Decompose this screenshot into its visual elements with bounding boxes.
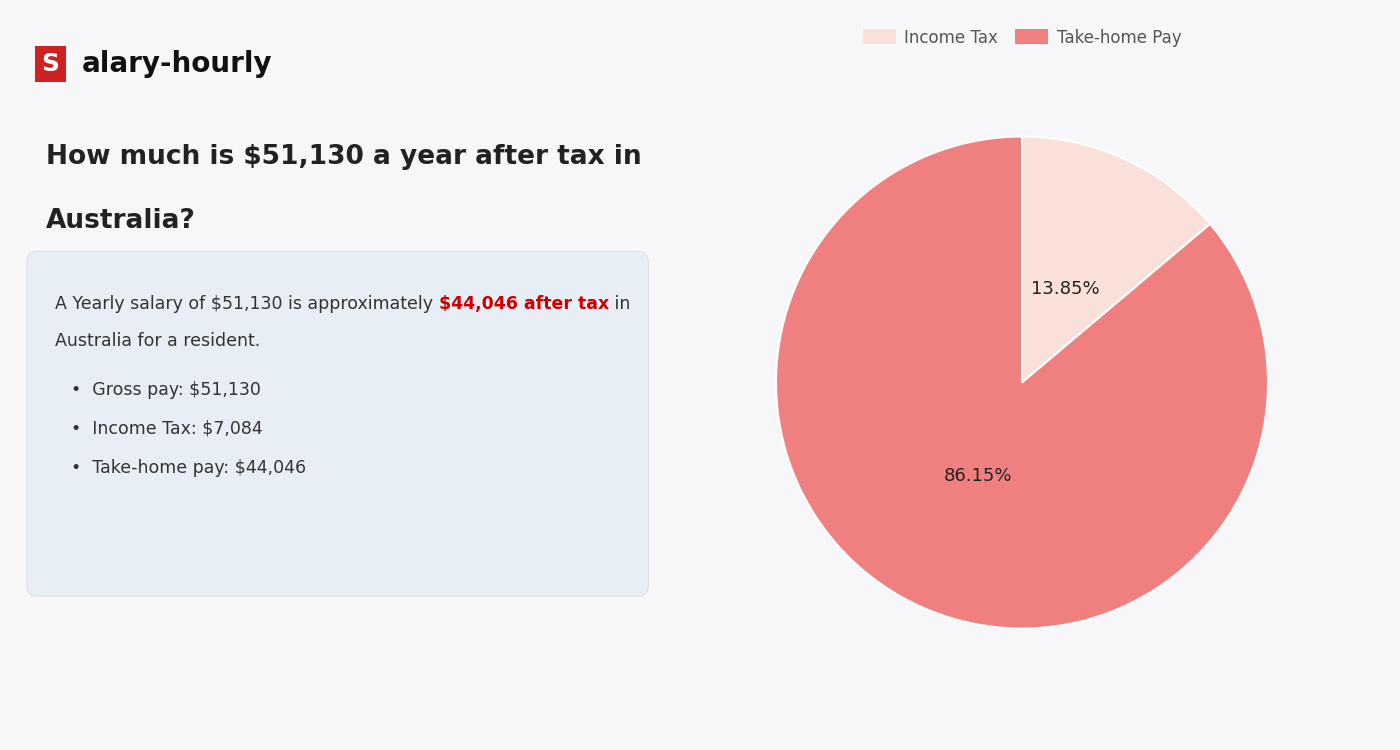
Text: 13.85%: 13.85%	[1032, 280, 1100, 298]
Wedge shape	[776, 136, 1268, 628]
Text: A Yearly salary of $51,130 is approximately: A Yearly salary of $51,130 is approximat…	[55, 295, 438, 313]
Text: •  Gross pay: $51,130: • Gross pay: $51,130	[70, 381, 260, 399]
Text: in: in	[609, 295, 630, 313]
Text: alary-hourly: alary-hourly	[83, 50, 273, 78]
FancyBboxPatch shape	[27, 251, 648, 596]
Text: Australia?: Australia?	[46, 209, 196, 234]
Text: •  Take-home pay: $44,046: • Take-home pay: $44,046	[70, 459, 305, 477]
Text: How much is $51,130 a year after tax in: How much is $51,130 a year after tax in	[46, 145, 641, 170]
Text: •  Income Tax: $7,084: • Income Tax: $7,084	[70, 420, 262, 438]
Text: S: S	[42, 52, 59, 76]
Text: $44,046 after tax: $44,046 after tax	[438, 295, 609, 313]
Text: 86.15%: 86.15%	[944, 467, 1012, 485]
Legend: Income Tax, Take-home Pay: Income Tax, Take-home Pay	[855, 22, 1189, 53]
Text: Australia for a resident.: Australia for a resident.	[55, 332, 260, 350]
Wedge shape	[1022, 136, 1210, 382]
